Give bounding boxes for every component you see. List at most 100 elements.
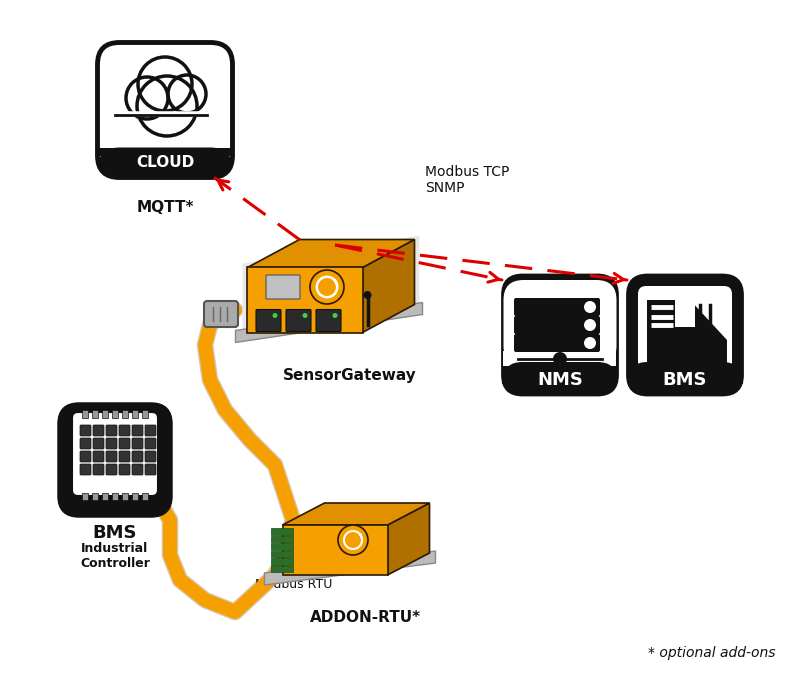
FancyBboxPatch shape	[145, 425, 156, 436]
FancyBboxPatch shape	[80, 438, 91, 449]
Bar	[503, 351, 617, 366]
Polygon shape	[282, 525, 387, 575]
Text: Industrial
Controller: Industrial Controller	[80, 542, 150, 570]
FancyBboxPatch shape	[72, 412, 158, 496]
FancyBboxPatch shape	[502, 362, 618, 395]
Circle shape	[137, 76, 197, 136]
Bar	[92, 493, 98, 500]
FancyBboxPatch shape	[119, 438, 130, 449]
Polygon shape	[235, 302, 422, 343]
FancyBboxPatch shape	[503, 280, 617, 366]
FancyBboxPatch shape	[270, 558, 293, 564]
FancyBboxPatch shape	[514, 316, 600, 334]
FancyBboxPatch shape	[514, 334, 600, 352]
FancyBboxPatch shape	[270, 566, 293, 572]
FancyBboxPatch shape	[316, 309, 341, 332]
FancyBboxPatch shape	[106, 438, 117, 449]
Bar	[113, 96, 217, 118]
FancyBboxPatch shape	[59, 404, 171, 516]
FancyBboxPatch shape	[106, 464, 117, 475]
Bar	[122, 493, 128, 500]
FancyBboxPatch shape	[80, 451, 91, 462]
Bar	[132, 410, 138, 418]
FancyBboxPatch shape	[80, 425, 91, 436]
Bar	[82, 493, 88, 500]
FancyBboxPatch shape	[627, 275, 742, 395]
Polygon shape	[242, 236, 419, 336]
FancyBboxPatch shape	[502, 275, 618, 395]
FancyBboxPatch shape	[638, 286, 732, 369]
Circle shape	[338, 525, 368, 555]
FancyBboxPatch shape	[132, 451, 143, 462]
FancyBboxPatch shape	[98, 42, 233, 177]
Text: SensorGateway: SensorGateway	[283, 368, 417, 383]
FancyBboxPatch shape	[514, 298, 600, 316]
Circle shape	[168, 75, 206, 113]
Bar	[122, 410, 128, 418]
FancyBboxPatch shape	[132, 438, 143, 449]
Bar	[627, 367, 742, 384]
Bar	[142, 493, 148, 500]
Circle shape	[126, 77, 168, 119]
FancyBboxPatch shape	[132, 425, 143, 436]
Bar	[82, 410, 88, 418]
Circle shape	[302, 313, 307, 318]
Bar	[142, 410, 148, 418]
Circle shape	[584, 301, 596, 313]
Polygon shape	[247, 240, 414, 268]
FancyBboxPatch shape	[204, 301, 238, 327]
FancyBboxPatch shape	[80, 464, 91, 475]
Text: ADDON-RTU*: ADDON-RTU*	[310, 610, 421, 625]
FancyBboxPatch shape	[270, 550, 293, 557]
Bar	[98, 147, 233, 156]
Text: BMS: BMS	[662, 371, 707, 389]
FancyBboxPatch shape	[106, 425, 117, 436]
FancyBboxPatch shape	[256, 309, 281, 332]
Bar	[132, 493, 138, 500]
FancyBboxPatch shape	[132, 464, 143, 475]
Polygon shape	[247, 268, 362, 332]
Bar	[112, 493, 118, 500]
FancyBboxPatch shape	[93, 425, 104, 436]
FancyBboxPatch shape	[119, 464, 130, 475]
FancyBboxPatch shape	[93, 464, 104, 475]
Polygon shape	[282, 503, 430, 525]
Text: NMS: NMS	[537, 371, 583, 389]
FancyBboxPatch shape	[119, 425, 130, 436]
Bar	[102, 493, 108, 500]
Circle shape	[584, 319, 596, 331]
Circle shape	[310, 270, 344, 304]
Text: BMS: BMS	[93, 524, 138, 542]
Circle shape	[138, 57, 192, 111]
Polygon shape	[265, 551, 435, 585]
Bar	[638, 354, 732, 369]
Bar	[102, 410, 108, 418]
Circle shape	[553, 352, 567, 366]
FancyBboxPatch shape	[119, 451, 130, 462]
FancyBboxPatch shape	[145, 438, 156, 449]
Polygon shape	[690, 300, 727, 340]
FancyBboxPatch shape	[106, 451, 117, 462]
FancyBboxPatch shape	[145, 451, 156, 462]
Polygon shape	[387, 503, 430, 575]
Polygon shape	[647, 300, 727, 373]
FancyBboxPatch shape	[627, 362, 742, 395]
FancyBboxPatch shape	[270, 536, 293, 542]
Text: MQTT*: MQTT*	[136, 200, 194, 215]
FancyBboxPatch shape	[98, 147, 233, 177]
FancyBboxPatch shape	[266, 275, 300, 299]
Circle shape	[273, 313, 278, 318]
FancyBboxPatch shape	[145, 464, 156, 475]
Circle shape	[333, 313, 338, 318]
Bar	[502, 367, 618, 384]
FancyBboxPatch shape	[93, 451, 104, 462]
Circle shape	[363, 291, 371, 299]
Circle shape	[584, 337, 596, 349]
Text: Modbus RTU: Modbus RTU	[255, 578, 332, 591]
Bar	[92, 410, 98, 418]
Text: Modbus TCP
SNMP: Modbus TCP SNMP	[425, 165, 510, 195]
Polygon shape	[362, 240, 414, 332]
Bar	[112, 410, 118, 418]
Text: CLOUD: CLOUD	[136, 155, 194, 170]
FancyBboxPatch shape	[286, 309, 311, 332]
